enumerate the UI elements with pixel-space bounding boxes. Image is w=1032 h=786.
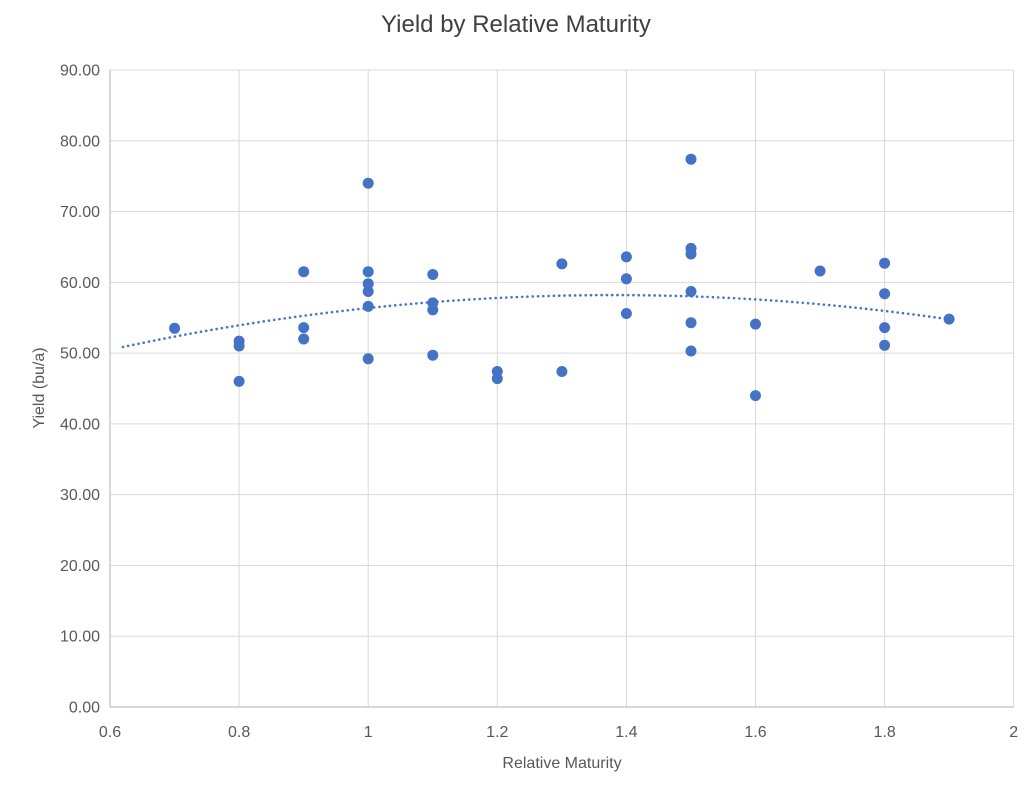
data-point [556, 258, 568, 270]
data-point [362, 177, 374, 189]
data-point [814, 265, 826, 277]
axis-lines [109, 70, 1014, 708]
data-point [233, 375, 245, 387]
data-point [620, 251, 632, 263]
y-tick-label: 60.00 [60, 275, 100, 292]
data-point [879, 257, 891, 269]
x-tick-label: 1.2 [486, 724, 508, 741]
data-point [362, 286, 374, 297]
y-tick-label: 10.00 [60, 629, 100, 646]
y-tick-label: 70.00 [60, 204, 100, 221]
data-point [685, 153, 697, 165]
y-tick-label: 0.00 [69, 700, 100, 717]
data-point [685, 286, 697, 297]
x-tick-label: 1 [364, 724, 373, 741]
data-point [879, 339, 891, 351]
data-point [491, 373, 503, 385]
x-tick-label: 1.4 [615, 724, 637, 741]
data-point [685, 345, 697, 357]
data-point [298, 333, 310, 345]
data-point [298, 322, 310, 334]
x-tick-label: 1.6 [744, 724, 766, 741]
y-tick-label: 80.00 [60, 133, 100, 150]
data-point [685, 248, 697, 260]
data-point [620, 308, 632, 319]
y-tick-label: 20.00 [60, 558, 100, 575]
data-point [943, 313, 955, 325]
tick-labels: 0.00 10.00 20.00 30.00 40.00 50.00 60.00 70.00 8… [60, 63, 1018, 742]
data-point [620, 273, 632, 285]
y-axis-title: Yield (bu/a) [31, 347, 48, 428]
data-point [362, 353, 374, 365]
gridlines [110, 69, 1015, 707]
data-point [362, 266, 374, 278]
x-tick-label: 2 [1009, 724, 1018, 741]
data-point [362, 278, 374, 290]
data-point [427, 349, 439, 361]
data-points [169, 153, 955, 402]
x-tick-label: 1.8 [873, 724, 895, 741]
data-point [362, 300, 374, 312]
data-point [879, 322, 891, 334]
y-tick-label: 40.00 [60, 416, 100, 433]
x-axis-title: Relative Maturity [502, 755, 621, 772]
y-tick-label: 50.00 [60, 346, 100, 363]
trendline [121, 293, 951, 349]
data-point [233, 340, 245, 352]
data-point [298, 266, 310, 278]
data-point [427, 269, 439, 280]
x-tick-label: 0.8 [228, 724, 250, 741]
data-point [556, 366, 568, 377]
data-point [750, 390, 761, 402]
polynomial-trendline [121, 293, 951, 349]
chart-title: Yield by Relative Maturity [381, 11, 651, 38]
data-point [169, 322, 181, 334]
y-tick-label: 30.00 [60, 487, 100, 504]
y-tick-label: 90.00 [60, 63, 100, 80]
data-point [685, 317, 697, 329]
data-point [879, 288, 891, 300]
x-tick-label: 0.6 [99, 724, 121, 741]
data-point [427, 304, 439, 316]
data-point [750, 318, 761, 330]
